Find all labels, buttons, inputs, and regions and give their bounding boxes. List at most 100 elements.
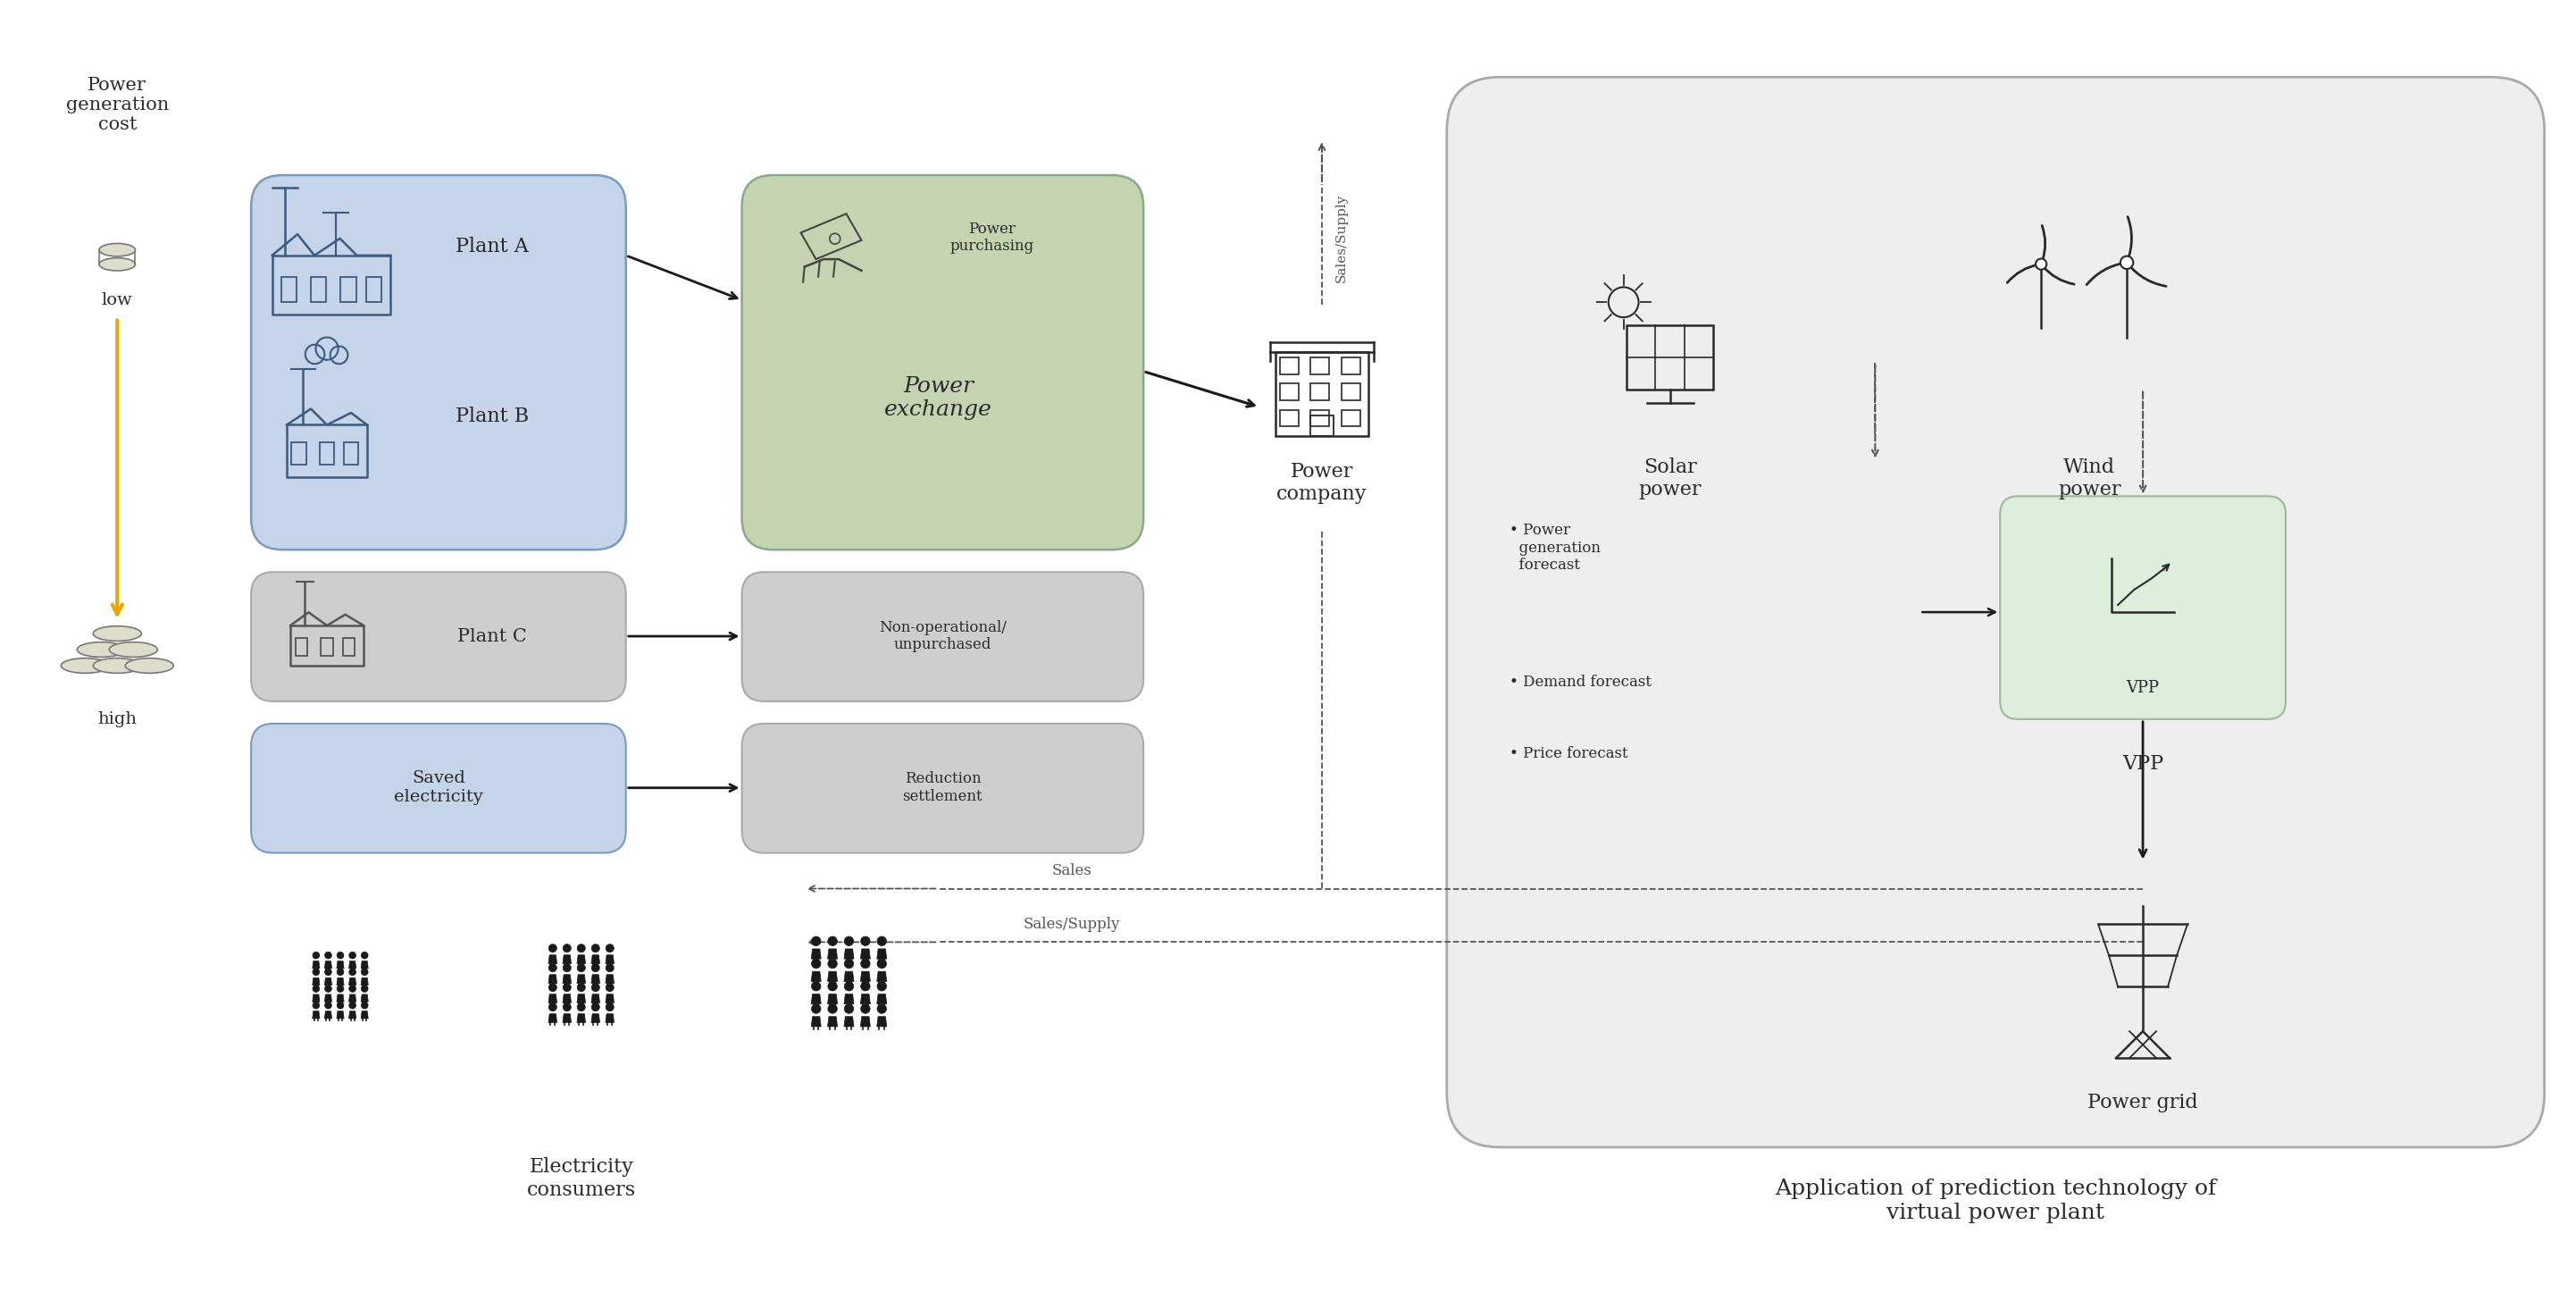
Bar bbox=[366, 276, 381, 302]
Circle shape bbox=[577, 983, 585, 991]
Text: VPP: VPP bbox=[2123, 754, 2164, 774]
Polygon shape bbox=[592, 995, 600, 1003]
Polygon shape bbox=[348, 961, 355, 969]
Polygon shape bbox=[361, 961, 368, 969]
Circle shape bbox=[811, 982, 822, 991]
Bar bbox=[1280, 384, 1298, 401]
Circle shape bbox=[827, 982, 837, 991]
Ellipse shape bbox=[108, 643, 157, 657]
Polygon shape bbox=[605, 956, 613, 963]
Circle shape bbox=[312, 1001, 319, 1009]
Circle shape bbox=[827, 936, 837, 946]
Circle shape bbox=[860, 982, 871, 991]
FancyBboxPatch shape bbox=[742, 572, 1144, 702]
Bar bbox=[312, 276, 327, 302]
Bar bbox=[340, 276, 355, 302]
Polygon shape bbox=[827, 994, 837, 1004]
Bar bbox=[1342, 357, 1360, 374]
Polygon shape bbox=[549, 956, 556, 963]
Polygon shape bbox=[348, 995, 355, 1001]
Bar bbox=[1625, 326, 1713, 389]
Bar bbox=[1275, 352, 1368, 436]
Circle shape bbox=[845, 1004, 853, 1013]
Circle shape bbox=[860, 1004, 871, 1013]
FancyBboxPatch shape bbox=[1448, 77, 2545, 1147]
Circle shape bbox=[348, 952, 355, 958]
Circle shape bbox=[577, 963, 585, 971]
Circle shape bbox=[592, 983, 600, 991]
Polygon shape bbox=[361, 1011, 368, 1018]
Text: Plant B: Plant B bbox=[456, 406, 528, 425]
Polygon shape bbox=[337, 995, 345, 1001]
Polygon shape bbox=[592, 1013, 600, 1022]
Polygon shape bbox=[337, 1011, 345, 1018]
Circle shape bbox=[811, 1004, 822, 1013]
Circle shape bbox=[348, 969, 355, 975]
Polygon shape bbox=[361, 978, 368, 986]
FancyBboxPatch shape bbox=[742, 175, 1144, 550]
Polygon shape bbox=[860, 994, 871, 1004]
Circle shape bbox=[827, 1004, 837, 1013]
Polygon shape bbox=[827, 1017, 837, 1026]
Circle shape bbox=[876, 936, 886, 946]
Circle shape bbox=[876, 982, 886, 991]
Circle shape bbox=[860, 936, 871, 946]
Circle shape bbox=[605, 944, 613, 952]
FancyBboxPatch shape bbox=[250, 572, 626, 702]
Circle shape bbox=[325, 952, 332, 958]
Circle shape bbox=[564, 963, 572, 971]
Polygon shape bbox=[845, 1017, 853, 1026]
Circle shape bbox=[605, 1003, 613, 1011]
Polygon shape bbox=[860, 949, 871, 959]
Polygon shape bbox=[876, 994, 886, 1004]
Bar bbox=[291, 442, 307, 465]
Polygon shape bbox=[827, 971, 837, 982]
Polygon shape bbox=[348, 978, 355, 986]
Bar bbox=[296, 637, 307, 656]
Circle shape bbox=[577, 1003, 585, 1011]
Circle shape bbox=[325, 986, 332, 992]
Polygon shape bbox=[325, 978, 332, 986]
Polygon shape bbox=[876, 949, 886, 959]
Polygon shape bbox=[337, 961, 345, 969]
Polygon shape bbox=[811, 949, 822, 959]
Polygon shape bbox=[312, 961, 319, 969]
Polygon shape bbox=[811, 971, 822, 982]
Text: Saved
electricity: Saved electricity bbox=[394, 771, 484, 805]
Polygon shape bbox=[577, 995, 585, 1003]
Polygon shape bbox=[845, 994, 853, 1004]
Circle shape bbox=[361, 969, 368, 975]
Circle shape bbox=[549, 963, 556, 971]
Circle shape bbox=[312, 986, 319, 992]
Bar bbox=[1280, 410, 1298, 427]
Polygon shape bbox=[605, 1013, 613, 1022]
Bar bbox=[1342, 384, 1360, 401]
Text: Plant A: Plant A bbox=[456, 237, 528, 257]
Ellipse shape bbox=[126, 658, 173, 673]
Polygon shape bbox=[325, 961, 332, 969]
Circle shape bbox=[2035, 259, 2045, 270]
Polygon shape bbox=[562, 956, 572, 963]
Bar bbox=[1280, 357, 1298, 374]
Text: Application of prediction technology of
virtual power plant: Application of prediction technology of … bbox=[1775, 1178, 2215, 1223]
Text: Sales: Sales bbox=[1051, 863, 1092, 878]
Circle shape bbox=[605, 963, 613, 971]
FancyBboxPatch shape bbox=[250, 724, 626, 853]
Polygon shape bbox=[562, 1013, 572, 1022]
Circle shape bbox=[811, 936, 822, 946]
Circle shape bbox=[549, 944, 556, 952]
Ellipse shape bbox=[62, 658, 108, 673]
Circle shape bbox=[325, 1001, 332, 1009]
Circle shape bbox=[348, 1001, 355, 1009]
Polygon shape bbox=[325, 995, 332, 1001]
Text: Sales/Supply: Sales/Supply bbox=[1334, 194, 1347, 281]
Ellipse shape bbox=[98, 258, 137, 271]
Text: • Price forecast: • Price forecast bbox=[1510, 746, 1628, 761]
Circle shape bbox=[860, 959, 871, 969]
Polygon shape bbox=[562, 975, 572, 983]
Polygon shape bbox=[337, 978, 345, 986]
Circle shape bbox=[564, 1003, 572, 1011]
Bar bbox=[1311, 357, 1329, 374]
Polygon shape bbox=[361, 995, 368, 1001]
Bar bbox=[1311, 415, 1334, 436]
